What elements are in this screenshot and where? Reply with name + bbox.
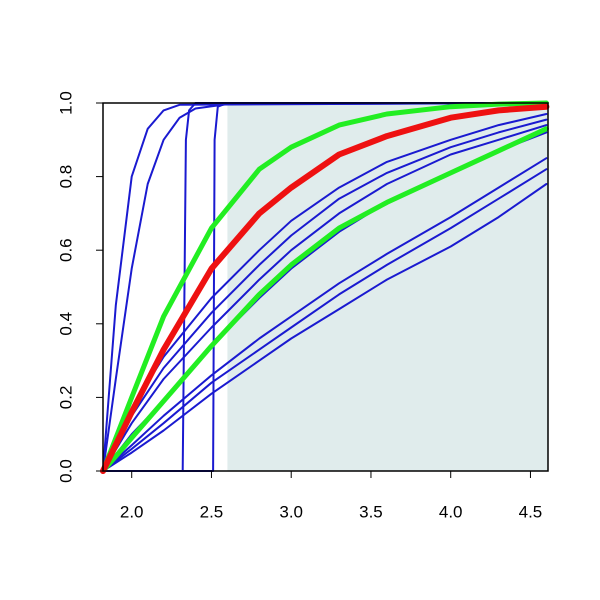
y-tick-label: 0.0 [56, 459, 75, 483]
curve [102, 118, 548, 472]
curve [102, 102, 548, 472]
curve [102, 102, 548, 472]
x-tick-label: 2.5 [200, 502, 224, 521]
plot-frame [102, 102, 549, 472]
y-tick-label: 0.2 [56, 386, 75, 410]
x-tick-label: 4.0 [439, 502, 463, 521]
curve [100, 126, 549, 474]
curve [102, 168, 548, 472]
curve [102, 183, 548, 472]
curve [102, 124, 548, 472]
x-tick-label: 2.0 [120, 502, 144, 521]
shaded-region [227, 103, 548, 471]
y-tick-label: 0.8 [56, 165, 75, 189]
curve [102, 157, 548, 472]
x-tick-label: 4.5 [519, 502, 543, 521]
y-tick-label: 1.0 [56, 91, 75, 115]
y-tick-label: 0.4 [56, 312, 75, 336]
curve [100, 103, 550, 474]
x-tick-label: 3.0 [279, 502, 303, 521]
x-tick-label: 3.5 [359, 502, 383, 521]
y-tick-label: 0.6 [56, 238, 75, 262]
curve [100, 100, 549, 474]
